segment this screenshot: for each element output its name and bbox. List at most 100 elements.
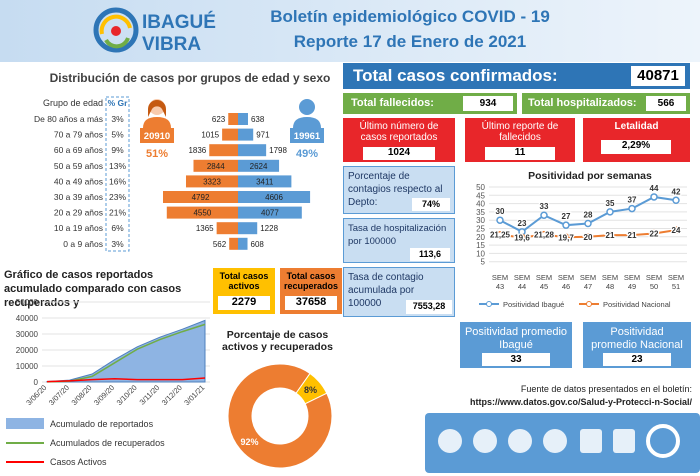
- chart-title: Distribución de casos por grupos de edad…: [49, 71, 331, 85]
- total-share: 49%: [296, 148, 318, 160]
- y-tick-label: 0: [34, 378, 39, 387]
- subtitle: Reporte 17 de Enero de 2021: [293, 32, 527, 51]
- bar: [238, 237, 248, 250]
- marker: [584, 219, 592, 228]
- bar-label: 1015: [201, 131, 219, 140]
- y-tick-label: 40: [476, 200, 485, 209]
- data-label: 27: [562, 212, 571, 221]
- donut-chart: 92% 8%: [227, 363, 333, 469]
- kpi-box: Tasa de hospitalización por 100000 113,6: [343, 218, 455, 263]
- kpi-label: Letalidad: [614, 121, 659, 132]
- share: 23%: [109, 192, 126, 202]
- y-tick-label: 20000: [16, 346, 39, 355]
- cumulative-chart: 010000200003000040000500003/06/203/07/20…: [16, 298, 210, 407]
- data-label: 19,7: [558, 233, 574, 242]
- kpi-value: 40871: [631, 66, 685, 86]
- kpi-label: Último reporte de fallecidos: [481, 121, 559, 143]
- x-tick-label: SEM 45: [535, 273, 553, 291]
- y-tick-label: 20: [476, 233, 485, 242]
- marker: [606, 231, 614, 239]
- age-group: 0 a 9 años: [63, 239, 103, 249]
- legend-label: Casos Activos: [50, 456, 107, 467]
- bar: [238, 191, 311, 203]
- kpi-label: Tasa de hospitalización por 100000: [348, 223, 447, 247]
- share: 21%: [109, 208, 126, 218]
- bar: [193, 159, 238, 172]
- kpi-label: Total casos confirmados:: [353, 66, 558, 85]
- kpi-box: Total casos recuperados 37658: [280, 268, 342, 314]
- kpi-box: Positividad promedio Ibagué 33: [460, 322, 572, 368]
- y-tick-label: 30000: [16, 330, 39, 339]
- data-label: 42: [672, 187, 681, 196]
- y-tick-label: 50000: [16, 298, 39, 307]
- marker: [496, 216, 504, 224]
- bar: [238, 175, 292, 188]
- bar: [216, 222, 238, 235]
- bar-label: 1798: [269, 146, 287, 155]
- source-url: https://www.datos.gov.co/Salud-y-Protecc…: [469, 397, 692, 407]
- x-tick-label: SEM 47: [579, 273, 597, 291]
- slice-label: 92%: [241, 437, 259, 447]
- kpi-label: Total casos activos: [219, 271, 269, 291]
- legend-swatch: [6, 441, 44, 444]
- marker: [496, 230, 504, 239]
- column-header: % Gr: [108, 98, 129, 108]
- kpi-value: 1024: [363, 147, 435, 160]
- age-group: 30 a 39 años: [54, 192, 103, 202]
- kpi-value: 566: [646, 96, 686, 111]
- bar: [222, 128, 238, 141]
- kpi-value: 934: [463, 96, 513, 111]
- bar: [238, 159, 280, 172]
- data-label: 22: [650, 229, 659, 238]
- logo-icon: [543, 429, 567, 453]
- legend-label: Acumulados de recuperados: [50, 437, 165, 448]
- bar: [238, 128, 254, 141]
- kpi-value: 7553,28: [406, 300, 452, 314]
- x-tick-label: SEM 44: [513, 273, 531, 291]
- kpi-label: Total casos recuperados: [283, 271, 339, 291]
- age-group: 10 a 19 años: [54, 223, 103, 233]
- logo-icon: [508, 429, 532, 453]
- share: 3%: [111, 239, 124, 249]
- bar-label: 4606: [265, 193, 283, 202]
- positivity-chart: Positividad por semanas51015202530354045…: [476, 170, 687, 309]
- data-label: 37: [628, 196, 637, 205]
- bar-label: 1365: [196, 224, 214, 233]
- bar-label: 4792: [192, 193, 210, 202]
- data-label: 21,28: [534, 231, 555, 240]
- y-tick-label: 15: [476, 241, 485, 250]
- age-group: 60 a 69 años: [54, 145, 103, 155]
- slice: [295, 372, 328, 405]
- data-label: 35: [606, 199, 615, 208]
- person-body: [293, 117, 321, 128]
- logo-icon: [473, 429, 497, 453]
- age-pyramid: Grupo de edad % Gr De 80 años a más 3% 623 63…: [34, 96, 324, 252]
- total-value: 20910: [144, 131, 170, 142]
- line: [46, 377, 206, 383]
- bar-label: 3323: [203, 177, 221, 186]
- legend-label: Acumulado de reportados: [50, 418, 154, 429]
- logo-dot: [111, 26, 121, 36]
- person-hair: [148, 100, 166, 117]
- logo-icon: [438, 429, 462, 453]
- data-label: 44: [650, 184, 659, 193]
- logo-icon: [613, 429, 635, 453]
- kpi-box: Último número de casos reportados 1024: [343, 118, 455, 162]
- share: 9%: [111, 145, 124, 155]
- y-tick-label: 45: [476, 191, 485, 200]
- kpi-box: Total casos confirmados: 40871: [343, 63, 690, 89]
- kpi-value: 11: [485, 147, 555, 160]
- data-label: 20: [584, 233, 593, 242]
- age-group: De 80 años a más: [34, 114, 103, 124]
- column-header: Grupo de edad: [43, 98, 103, 108]
- share: 5%: [111, 130, 124, 140]
- kpi-box: Letalidad 2,29%: [583, 118, 690, 162]
- y-tick-label: 40000: [16, 314, 39, 323]
- person-head: [299, 99, 315, 115]
- data-label: 23: [518, 219, 527, 228]
- legend-item: Acumulados de recuperados: [6, 433, 211, 452]
- chart-title: Porcentaje de casos activos y recuperado…: [222, 329, 333, 353]
- logo-text: VIBRA: [142, 34, 201, 55]
- bar-label: 971: [256, 131, 270, 140]
- bar-label: 3411: [256, 177, 274, 186]
